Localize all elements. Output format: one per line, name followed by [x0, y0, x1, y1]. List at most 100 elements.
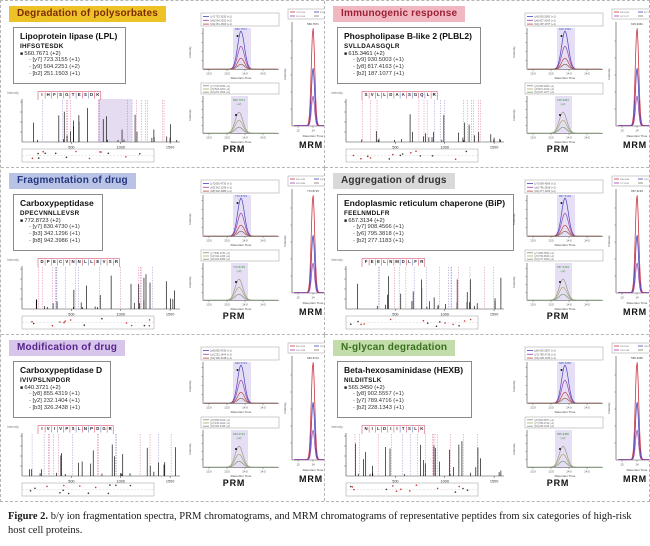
- svg-text:Retention Time: Retention Time: [555, 140, 576, 144]
- svg-text:500: 500: [68, 480, 74, 484]
- svg-text:560.7671: 560.7671: [235, 27, 247, 31]
- svg-text:Intensity: Intensity: [512, 276, 516, 288]
- svg-text:[b8] 942.3986 (+1): [b8] 942.3986 (+1): [211, 258, 231, 261]
- prm-fragment-chromatogram: [y7] 723.3155 (+1) [y9] 504.2251 (+2) [b2]…: [187, 82, 281, 144]
- svg-text:(+2): (+2): [237, 436, 242, 440]
- svg-text:E: E: [96, 259, 99, 264]
- svg-text:13.5: 13.5: [224, 136, 230, 140]
- svg-text:187.1077: 187.1077: [620, 16, 630, 18]
- svg-text:N: N: [364, 426, 367, 431]
- figure-caption-text: b/y ion fragmentation spectra, PRM chrom…: [8, 511, 632, 537]
- fragment-ion: [y7] 908.4566 (+1): [353, 224, 505, 231]
- svg-text:14.0: 14.0: [242, 406, 248, 410]
- protein-info-box: Lipoprotein lipase (LPL) IHFSGTESDK 560.…: [13, 27, 127, 84]
- svg-text:13.5: 13.5: [224, 239, 230, 243]
- svg-text:[b3] 342.1296 (+1): [b3] 342.1296 (+1): [211, 255, 231, 258]
- svg-text:V: V: [103, 259, 106, 264]
- svg-text:G: G: [65, 92, 69, 97]
- svg-text:[y8] 817.4163 (+1): [y8] 817.4163 (+1): [535, 88, 555, 91]
- fragment-ion: [y8] 817.4163 (+1): [353, 64, 472, 71]
- mrm-label: MRM: [299, 307, 323, 317]
- svg-text:Intensity: Intensity: [512, 213, 516, 225]
- svg-text:560.7671: 560.7671: [307, 22, 319, 26]
- category-header: Aggregation of drugs: [333, 173, 455, 189]
- svg-text:504.2251: 504.2251: [320, 12, 325, 14]
- svg-text:V: V: [47, 426, 50, 431]
- prm-label: PRM: [546, 478, 570, 488]
- svg-text:K: K: [96, 92, 100, 97]
- protein-info-box: Carboxypeptidase D IVIVPSLNPDGR 640.3721…: [13, 361, 112, 418]
- svg-text:Intensity: Intensity: [331, 425, 343, 429]
- svg-text:[y7] 789.4716 (+1): [y7] 789.4716 (+1): [535, 352, 556, 356]
- svg-text:F: F: [414, 259, 417, 264]
- svg-text:14.0: 14.0: [566, 470, 572, 474]
- mrm-chromatogram: 855.4319232.1404326.2438131415640.3721Re…: [282, 342, 324, 474]
- mrm-chromatogram: 902.5557789.4716228.1343131415565.3450Re…: [606, 342, 649, 474]
- svg-text:[y9] 930.5003 (+1): [y9] 930.5003 (+1): [535, 85, 555, 88]
- svg-text:S: S: [408, 92, 411, 97]
- svg-text:14.0: 14.0: [566, 406, 572, 410]
- figure-caption-label: Figure 2.: [8, 511, 49, 522]
- fragmentation-spectrum-chart: Intensity S V L L D A A S G Q L R 500 1000 1500: [330, 88, 510, 164]
- peptide-sequence: IVIVPSLNPDGR: [20, 377, 71, 384]
- protein-name: Lipoprotein lipase (LPL): [20, 31, 118, 41]
- svg-text:277.1183: 277.1183: [620, 183, 630, 185]
- prm-precursor-chromatogram: [y7] 723.3155 (+1) [y9] 504.2251 (+2) [b2]…: [187, 12, 281, 80]
- svg-text:Retention Time: Retention Time: [627, 134, 648, 138]
- svg-text:[b3] 326.2438 (+1): [b3] 326.2438 (+1): [211, 356, 232, 360]
- svg-text:[y7] 908.4566 (+1): [y7] 908.4566 (+1): [535, 252, 555, 255]
- svg-text:Intensity: Intensity: [331, 258, 343, 262]
- protein-info-box: Carboxypeptidase DPECVNNLLEVSR 772.8723 …: [13, 194, 103, 251]
- svg-text:1500: 1500: [166, 146, 174, 150]
- svg-text:14: 14: [311, 296, 315, 300]
- svg-text:V: V: [59, 426, 62, 431]
- svg-text:N: N: [78, 259, 81, 264]
- svg-text:Retention Time: Retention Time: [555, 243, 576, 247]
- svg-text:Intensity: Intensity: [7, 425, 19, 429]
- svg-text:Intensity: Intensity: [607, 235, 611, 247]
- fragment-ion: [y8] 902.5557 (+1): [353, 391, 463, 398]
- protein-name: Phospholipase B-like 2 (PLBL2): [344, 31, 472, 41]
- svg-text:500: 500: [392, 313, 398, 317]
- svg-text:14.5: 14.5: [584, 239, 590, 243]
- svg-text:908.4566: 908.4566: [620, 179, 630, 181]
- svg-text:[y7] 723.3155 (+1): [y7] 723.3155 (+1): [211, 85, 231, 88]
- prm-column: [y8] 902.5557 (+1) [y7] 789.4716 (+1) [b2]…: [511, 346, 605, 488]
- protein-name: Beta-hexosaminidase (HEXB): [344, 365, 464, 375]
- svg-text:14.0: 14.0: [566, 239, 572, 243]
- svg-text:[y8] 902.5557 (+1): [y8] 902.5557 (+1): [535, 349, 556, 353]
- precursor-ion: 772.8723 (+2): [20, 218, 94, 224]
- svg-text:855.4319: 855.4319: [296, 346, 306, 348]
- svg-text:14.5: 14.5: [260, 239, 266, 243]
- svg-text:E: E: [371, 259, 374, 264]
- svg-text:Q: Q: [420, 92, 424, 97]
- svg-text:Intensity: Intensity: [607, 402, 611, 414]
- mrm-chromatogram: 723.3155504.2251251.1503131415560.7671Re…: [282, 8, 325, 140]
- fragment-ion: [b2] 187.1077 (+1): [353, 71, 472, 78]
- fragment-ion: [y7] 723.3155 (+1): [29, 57, 117, 64]
- svg-text:1000: 1000: [441, 146, 449, 150]
- svg-text:D: D: [96, 426, 99, 431]
- svg-text:942.3986: 942.3986: [296, 183, 306, 185]
- svg-text:Retention Time: Retention Time: [231, 307, 252, 311]
- svg-text:S: S: [109, 259, 112, 264]
- fragment-ion: [b3] 326.2438 (+1): [29, 405, 102, 412]
- svg-text:[y7] 908.4566 (+1): [y7] 908.4566 (+1): [535, 182, 556, 186]
- svg-text:13.0: 13.0: [530, 303, 536, 307]
- svg-text:I: I: [41, 92, 42, 97]
- fragment-ion: [y8] 855.4319 (+1): [29, 391, 102, 398]
- svg-text:14.5: 14.5: [260, 470, 266, 474]
- fragment-ion: [b2] 228.1343 (+1): [353, 405, 463, 412]
- svg-text:[b2] 251.1503 (+1): [b2] 251.1503 (+1): [211, 91, 231, 94]
- svg-text:[y2] 232.1404 (+1): [y2] 232.1404 (+1): [211, 352, 232, 356]
- svg-text:[y6] 795.3818 (+1): [y6] 795.3818 (+1): [535, 185, 556, 189]
- svg-text:14.5: 14.5: [584, 72, 590, 76]
- svg-text:L: L: [84, 259, 87, 264]
- svg-text:789.4716: 789.4716: [644, 346, 649, 348]
- svg-text:14.5: 14.5: [260, 136, 266, 140]
- svg-text:14.0: 14.0: [242, 470, 248, 474]
- svg-text:657.3134: 657.3134: [559, 194, 571, 198]
- mrm-label: MRM: [299, 140, 323, 150]
- svg-text:13: 13: [296, 296, 300, 300]
